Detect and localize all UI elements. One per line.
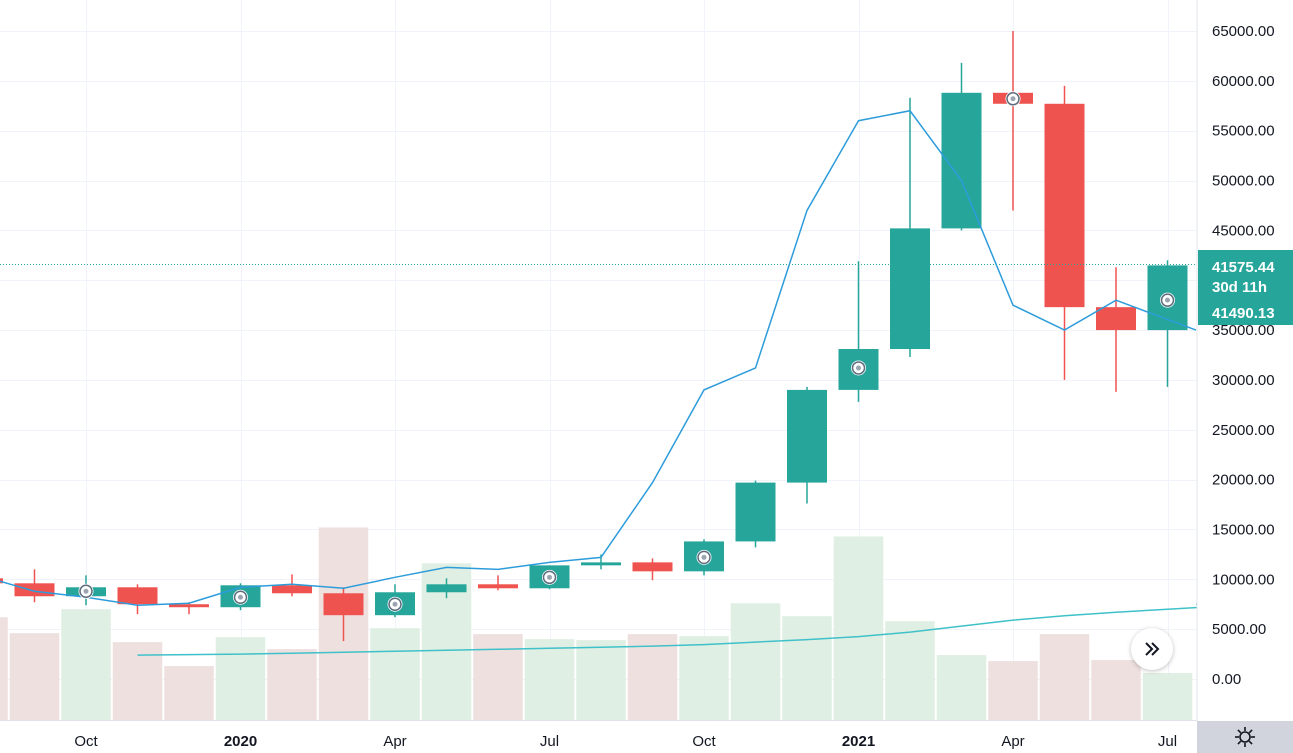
candle-body bbox=[941, 92, 982, 229]
volume-bar bbox=[9, 633, 60, 720]
volume-bar bbox=[1142, 673, 1193, 720]
y-tick-label: 10000.00 bbox=[1212, 571, 1275, 588]
close-marker-dot bbox=[1010, 96, 1016, 102]
price-badge-close: 41490.13 bbox=[1212, 305, 1275, 322]
volume-bar bbox=[164, 666, 214, 720]
double-chevron-right-icon bbox=[1145, 642, 1160, 656]
y-tick-label: 5000.00 bbox=[1212, 621, 1266, 638]
y-tick-label: 0.00 bbox=[1212, 671, 1241, 688]
candle-body bbox=[117, 587, 158, 605]
x-tick-label: 2020 bbox=[224, 733, 257, 750]
volume-bar bbox=[1039, 634, 1090, 720]
y-tick-label: 35000.00 bbox=[1212, 322, 1275, 339]
candle-body bbox=[0, 578, 3, 584]
candle-body bbox=[478, 584, 518, 589]
volume-bar bbox=[936, 655, 987, 720]
x-tick-label: Jul bbox=[540, 733, 559, 750]
close-marker-dot bbox=[856, 365, 861, 371]
y-tick-label: 50000.00 bbox=[1212, 173, 1275, 190]
volume-bar bbox=[730, 603, 781, 720]
volume-bar bbox=[370, 628, 420, 720]
close-marker-dot bbox=[701, 554, 707, 560]
volume-bars bbox=[0, 527, 1193, 720]
y-tick-label: 55000.00 bbox=[1212, 123, 1275, 140]
close-line-path bbox=[0, 109, 1197, 606]
x-tick-label: Oct bbox=[74, 733, 98, 750]
candle-body bbox=[14, 583, 55, 597]
volume-ma-path bbox=[137, 603, 1220, 656]
price-badge: 41575.44 30d 11h 41490.13 bbox=[1198, 250, 1293, 325]
volume-bar bbox=[0, 617, 8, 720]
close-marker-dot bbox=[392, 601, 398, 607]
y-tick-label: 30000.00 bbox=[1212, 372, 1275, 389]
volume-bar bbox=[61, 609, 111, 720]
price-axis[interactable]: 65000.00 60000.00 55000.00 50000.00 45000.00… bbox=[1196, 0, 1293, 721]
y-tick-label: 65000.00 bbox=[1212, 23, 1275, 40]
y-tick-label: 20000.00 bbox=[1212, 472, 1275, 489]
candle-body bbox=[426, 584, 467, 593]
close-marker-dot bbox=[547, 574, 552, 580]
volume-bar bbox=[524, 639, 575, 720]
grid bbox=[0, 0, 1196, 720]
x-tick-label: Apr bbox=[1001, 733, 1024, 750]
x-tick-label: 2021 bbox=[842, 733, 875, 750]
scroll-to-realtime-button[interactable] bbox=[1131, 628, 1173, 670]
gear-icon bbox=[1235, 727, 1255, 747]
y-tick-label: 60000.00 bbox=[1212, 73, 1275, 90]
close-marker-dot bbox=[1165, 297, 1170, 303]
x-tick-label: Oct bbox=[692, 733, 716, 750]
volume-bar bbox=[267, 649, 317, 720]
candle-body bbox=[632, 562, 673, 572]
close-marker-dot bbox=[83, 588, 89, 594]
volume-bar bbox=[112, 642, 163, 720]
candle-body bbox=[272, 585, 312, 594]
volume-bar bbox=[679, 636, 729, 720]
volume-bar bbox=[215, 637, 266, 720]
price-badge-countdown: 30d 11h bbox=[1212, 279, 1267, 296]
y-tick-labels: 65000.00 60000.00 55000.00 50000.00 45000.00… bbox=[1212, 23, 1275, 688]
candlesticks bbox=[0, 31, 1188, 642]
close-line bbox=[0, 91, 1197, 612]
time-axis[interactable]: Oct 2020 Apr Jul Oct 2021 Apr Jul bbox=[0, 720, 1197, 751]
volume-bar bbox=[782, 616, 832, 720]
y-tick-label: 45000.00 bbox=[1212, 222, 1275, 239]
volume-bar bbox=[473, 634, 523, 720]
candle-body bbox=[581, 562, 621, 566]
candle-body bbox=[890, 228, 930, 350]
candle-body bbox=[169, 604, 209, 608]
candle-body bbox=[787, 389, 827, 483]
volume-bar bbox=[576, 640, 626, 720]
y-tick-label: 15000.00 bbox=[1212, 521, 1275, 538]
x-tick-labels: Oct 2020 Apr Jul Oct 2021 Apr Jul bbox=[74, 733, 1177, 750]
volume-bar bbox=[885, 621, 935, 720]
y-tick-label: 25000.00 bbox=[1212, 422, 1275, 439]
x-tick-label: Apr bbox=[383, 733, 406, 750]
candle-body bbox=[735, 482, 776, 542]
volume-bar bbox=[1091, 660, 1141, 720]
settings-button[interactable] bbox=[1197, 721, 1293, 753]
x-tick-label: Jul bbox=[1158, 733, 1177, 750]
volume-bar bbox=[988, 661, 1038, 720]
close-marker-dot bbox=[238, 594, 243, 600]
volume-ma-line bbox=[137, 603, 1220, 656]
price-badge-price: 41575.44 bbox=[1212, 259, 1275, 276]
candle-body bbox=[323, 593, 364, 616]
volume-bar bbox=[627, 634, 678, 720]
candle-body bbox=[1044, 103, 1085, 308]
volume-bar bbox=[833, 536, 884, 720]
candle-body bbox=[1096, 307, 1136, 331]
